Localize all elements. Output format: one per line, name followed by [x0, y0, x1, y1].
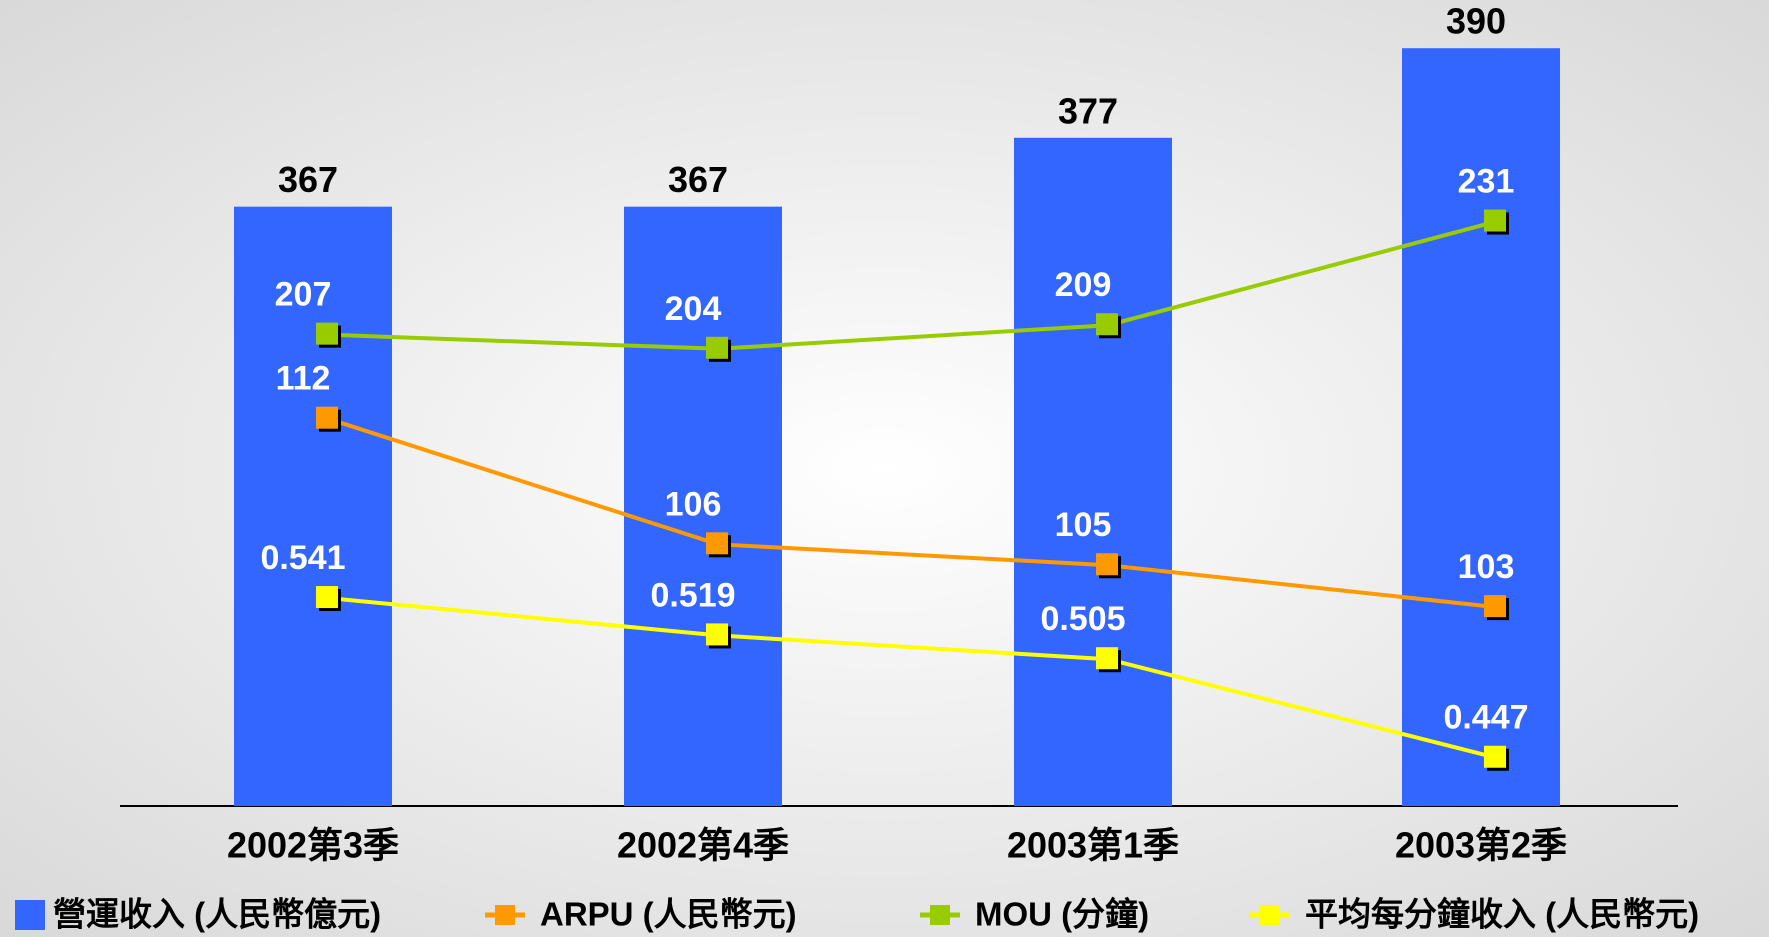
- legend-swatch: [15, 900, 45, 930]
- line-value-label: 106: [665, 485, 722, 523]
- legend-marker: [1260, 905, 1280, 925]
- bar-value-label: 367: [278, 159, 338, 200]
- line: [327, 596, 1497, 760]
- marker: [1484, 209, 1506, 232]
- marker: [316, 322, 338, 345]
- legend-marker: [930, 905, 950, 925]
- marker: [706, 623, 728, 646]
- line-value-label: 207: [275, 276, 332, 314]
- line: [327, 219, 1497, 351]
- x-tick-label: 2003第2季: [1395, 825, 1567, 866]
- line-value-label: 0.447: [1443, 699, 1528, 737]
- line-value-label: 105: [1055, 506, 1112, 544]
- x-tick-label: 2003第1季: [1007, 825, 1179, 866]
- marker: [1096, 553, 1118, 576]
- line-value-label: 0.541: [260, 539, 345, 577]
- bar: [1402, 48, 1560, 806]
- legend-label: ARPU (人民幣元): [540, 896, 797, 933]
- line-value-label: 112: [276, 360, 331, 398]
- marker: [1096, 647, 1118, 670]
- bar-value-label: 390: [1446, 1, 1506, 42]
- x-tick-label: 2002第3季: [227, 825, 399, 866]
- marker: [706, 336, 728, 359]
- marker: [706, 532, 728, 555]
- legend-label: MOU (分鐘): [975, 896, 1149, 933]
- line-value-label: 204: [665, 290, 722, 328]
- bar: [624, 206, 782, 806]
- line-value-label: 103: [1458, 548, 1515, 586]
- marker: [1484, 595, 1506, 618]
- line-value-label: 0.519: [650, 576, 735, 614]
- x-tick-label: 2002第4季: [617, 825, 789, 866]
- legend-marker: [495, 905, 515, 925]
- marker: [316, 586, 338, 609]
- bar: [234, 206, 392, 806]
- legend-label: 平均每分鐘收入 (人民幣元): [1305, 896, 1699, 933]
- line-value-label: 209: [1055, 266, 1112, 304]
- bar-value-label: 367: [668, 159, 728, 200]
- marker: [316, 406, 338, 429]
- legend-label: 營運收入 (人民幣億元): [53, 896, 381, 933]
- line-value-label: 231: [1458, 163, 1515, 201]
- bar: [1014, 137, 1172, 806]
- line-value-label: 0.505: [1040, 600, 1125, 638]
- line: [327, 416, 1497, 610]
- marker: [1096, 313, 1118, 336]
- bar-value-label: 377: [1058, 90, 1118, 131]
- marker: [1484, 745, 1506, 768]
